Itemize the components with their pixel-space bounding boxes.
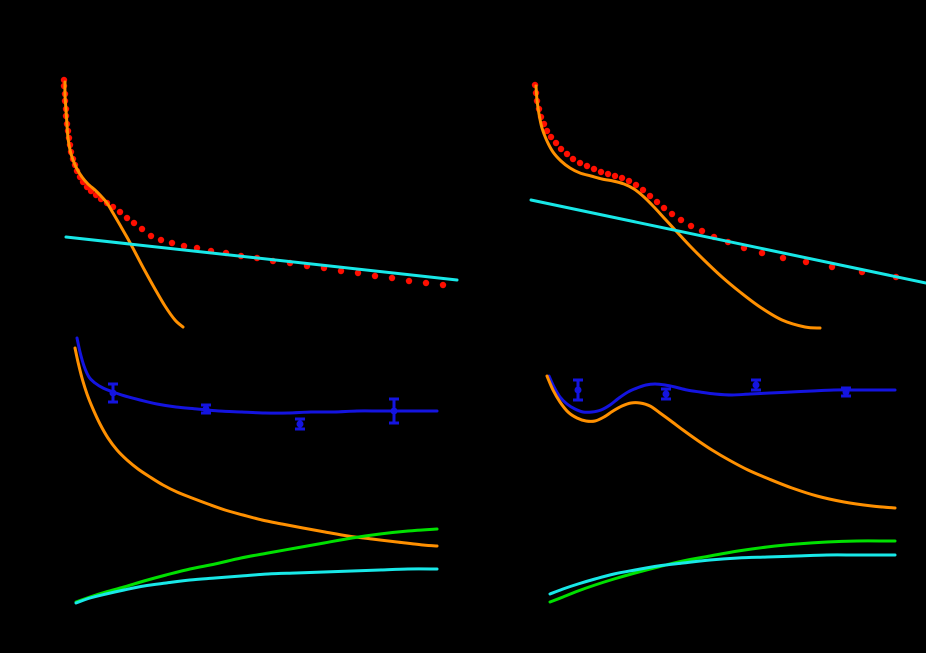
data-point — [388, 274, 396, 282]
data-point — [618, 174, 626, 182]
error-bar-marker — [752, 381, 760, 389]
panel-bottom-left — [73, 336, 439, 605]
data-point — [157, 236, 165, 244]
data-point — [354, 269, 362, 277]
data-point — [687, 222, 695, 230]
data-point — [632, 181, 640, 189]
data-point — [543, 127, 551, 135]
error-bar — [295, 417, 305, 431]
data-point — [758, 249, 766, 257]
panel-top-right — [529, 81, 926, 330]
series-total-model-blue — [547, 374, 897, 414]
series-component-orange — [73, 346, 439, 548]
data-point — [552, 139, 560, 147]
panel-bottom-right — [545, 374, 897, 604]
error-bar — [661, 387, 671, 401]
data-point — [639, 186, 647, 194]
data-point — [698, 227, 706, 235]
data-point — [563, 150, 571, 158]
data-point — [653, 198, 661, 206]
data-point — [193, 244, 201, 252]
data-point — [625, 177, 633, 185]
error-bar-marker — [390, 407, 398, 415]
data-point — [597, 168, 605, 176]
series-total-model-blue — [75, 336, 439, 415]
data-point — [130, 219, 138, 227]
series-model-curve-orange — [63, 80, 185, 329]
series-component-cyan — [74, 567, 439, 605]
error-bar — [201, 403, 211, 415]
data-point — [576, 159, 584, 167]
data-point — [668, 210, 676, 218]
data-point — [422, 279, 430, 287]
data-point — [590, 165, 598, 173]
data-point — [569, 155, 577, 163]
data-point — [147, 232, 155, 240]
data-point — [138, 225, 146, 233]
data-point — [547, 133, 555, 141]
data-point — [371, 272, 379, 280]
error-bar — [751, 378, 761, 392]
data-point — [116, 208, 124, 216]
data-point — [828, 263, 836, 271]
series-model-curve-orange — [534, 84, 822, 330]
error-bar-marker — [202, 405, 210, 413]
error-bar-marker — [842, 388, 850, 396]
data-point — [802, 258, 810, 266]
data-point — [604, 170, 612, 178]
series-component-orange — [545, 374, 897, 510]
error-bar — [841, 386, 851, 398]
error-bar-marker — [574, 386, 582, 394]
error-bar-marker — [296, 420, 304, 428]
error-bar — [108, 382, 118, 404]
data-point — [557, 145, 565, 153]
series-component-green — [548, 539, 897, 604]
data-point — [180, 242, 188, 250]
data-point — [611, 172, 619, 180]
panel-top-left — [60, 76, 459, 329]
data-point — [337, 267, 345, 275]
data-point — [660, 204, 668, 212]
data-point — [168, 239, 176, 247]
data-point — [405, 277, 413, 285]
series-component-green — [74, 527, 439, 604]
series-linear-fit-cyan — [529, 198, 926, 285]
error-bar-marker — [662, 390, 670, 398]
data-point — [779, 254, 787, 262]
error-bar — [573, 378, 583, 402]
data-point — [646, 192, 654, 200]
data-point — [583, 162, 591, 170]
data-point — [439, 281, 447, 289]
series-linear-fit-cyan — [64, 235, 459, 282]
data-point — [677, 216, 685, 224]
error-bar — [389, 397, 399, 425]
error-bar-marker — [109, 389, 117, 397]
series-component-cyan — [548, 553, 897, 596]
data-point — [123, 214, 131, 222]
